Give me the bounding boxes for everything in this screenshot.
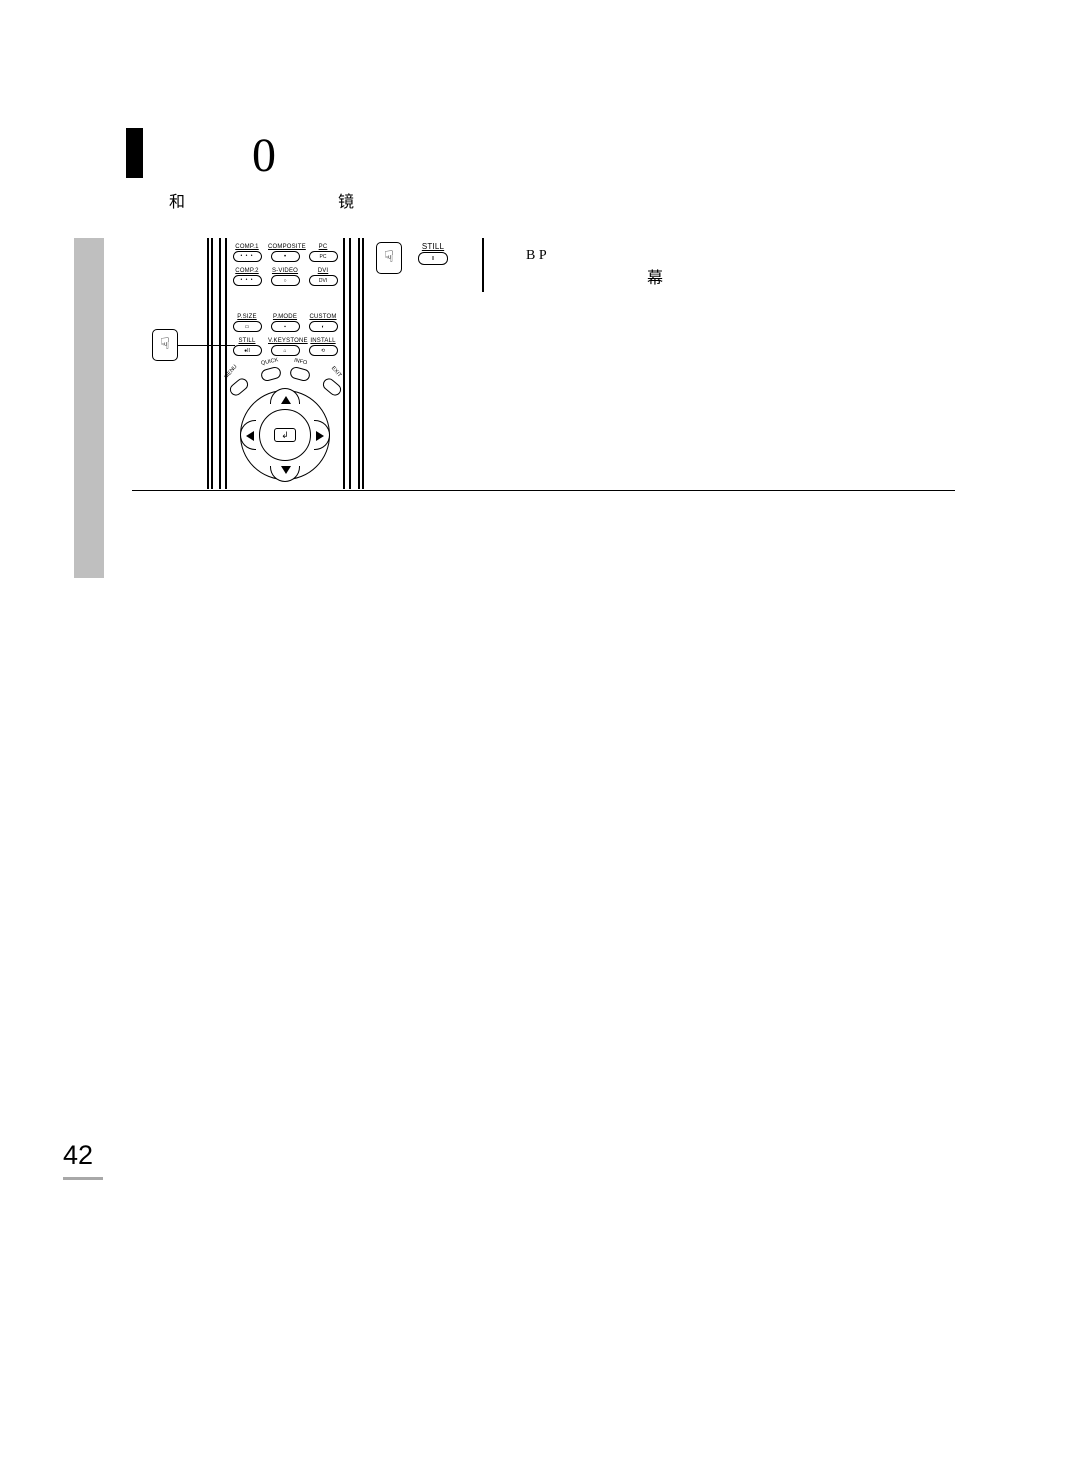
page-number: 42 [63, 1140, 93, 1171]
heading-text-jing: 镜 [338, 188, 354, 212]
dpad-left-icon [246, 431, 254, 441]
label-pmode: P.MODE [268, 314, 302, 320]
label-pc: PC [306, 244, 340, 250]
btn-info [289, 366, 311, 383]
label-exit: EXIT [330, 365, 342, 378]
page-number-underline [63, 1177, 103, 1180]
page: 0 和 镜 B P 幕 ☟ COMP.1 COMPOSITE PC PC [0, 0, 1080, 1474]
bp-label: B P [526, 248, 547, 264]
btn-psize: ▭ [233, 321, 262, 332]
label-comp2: COMP.2 [230, 268, 264, 274]
still-callout: ☟ STILL II [376, 240, 476, 284]
btn-svideo: ○ [271, 275, 300, 286]
label-psize: P.SIZE [230, 314, 264, 320]
heading-text-he: 和 [169, 188, 185, 212]
button-row-3: P.SIZE ▭ P.MODE ▪ CUSTOM ◐ [230, 314, 340, 332]
dpad: ↲ [240, 390, 330, 480]
btn-dvi: DVI [309, 275, 338, 286]
btn-comp1 [233, 251, 262, 262]
button-row-4: STILL ● II V.KEYSTONE ⌂ INSTALL ⟲ [230, 338, 340, 356]
btn-pmode: ▪ [271, 321, 300, 332]
label-install: INSTALL [306, 338, 340, 344]
btn-install: ⟲ [309, 345, 338, 356]
still-button-group: STILL II [418, 242, 448, 265]
btn-comp2 [233, 275, 262, 286]
button-row-1: COMP.1 COMPOSITE PC PC [230, 244, 340, 262]
dpad-down-icon [281, 466, 291, 474]
horizontal-rule [132, 490, 955, 491]
btn-vkeystone: ⌂ [271, 345, 300, 356]
dpad-right-icon [316, 431, 324, 441]
still-callout-btn: II [418, 252, 448, 265]
button-row-2: COMP.2 S-VIDEO ○ DVI DVI [230, 268, 340, 286]
side-tab [74, 238, 104, 578]
dpad-center: ↲ [274, 428, 296, 442]
remote-diagram: ☟ COMP.1 COMPOSITE PC PC COMP.2 [152, 238, 352, 489]
hand-icon-box: ☟ [152, 329, 178, 361]
btn-composite [271, 251, 300, 262]
btn-quick [260, 366, 282, 383]
heading-zero: 0 [252, 128, 276, 183]
btn-still: ● II [233, 345, 262, 356]
label-dvi: DVI [306, 268, 340, 274]
separator-2 [358, 238, 364, 489]
btn-pc: PC [309, 251, 338, 262]
label-svideo: S-VIDEO [268, 268, 302, 274]
label-custom: CUSTOM [306, 314, 340, 320]
label-composite: COMPOSITE [268, 244, 302, 250]
dpad-up-icon [281, 396, 291, 404]
hand-icon: ☟ [160, 337, 170, 353]
heading-bar [126, 128, 143, 178]
hand-icon-2: ☟ [384, 250, 394, 266]
label-vkeystone: V.KEYSTONE [268, 338, 302, 344]
separator-short [482, 238, 484, 292]
label-comp1: COMP.1 [230, 244, 264, 250]
mu-label: 幕 [647, 264, 663, 288]
still-callout-label: STILL [418, 242, 448, 251]
label-still: STILL [230, 338, 264, 344]
callout-line [177, 345, 235, 346]
hand-icon-box-2: ☟ [376, 242, 402, 274]
btn-custom: ◐ [309, 321, 338, 332]
